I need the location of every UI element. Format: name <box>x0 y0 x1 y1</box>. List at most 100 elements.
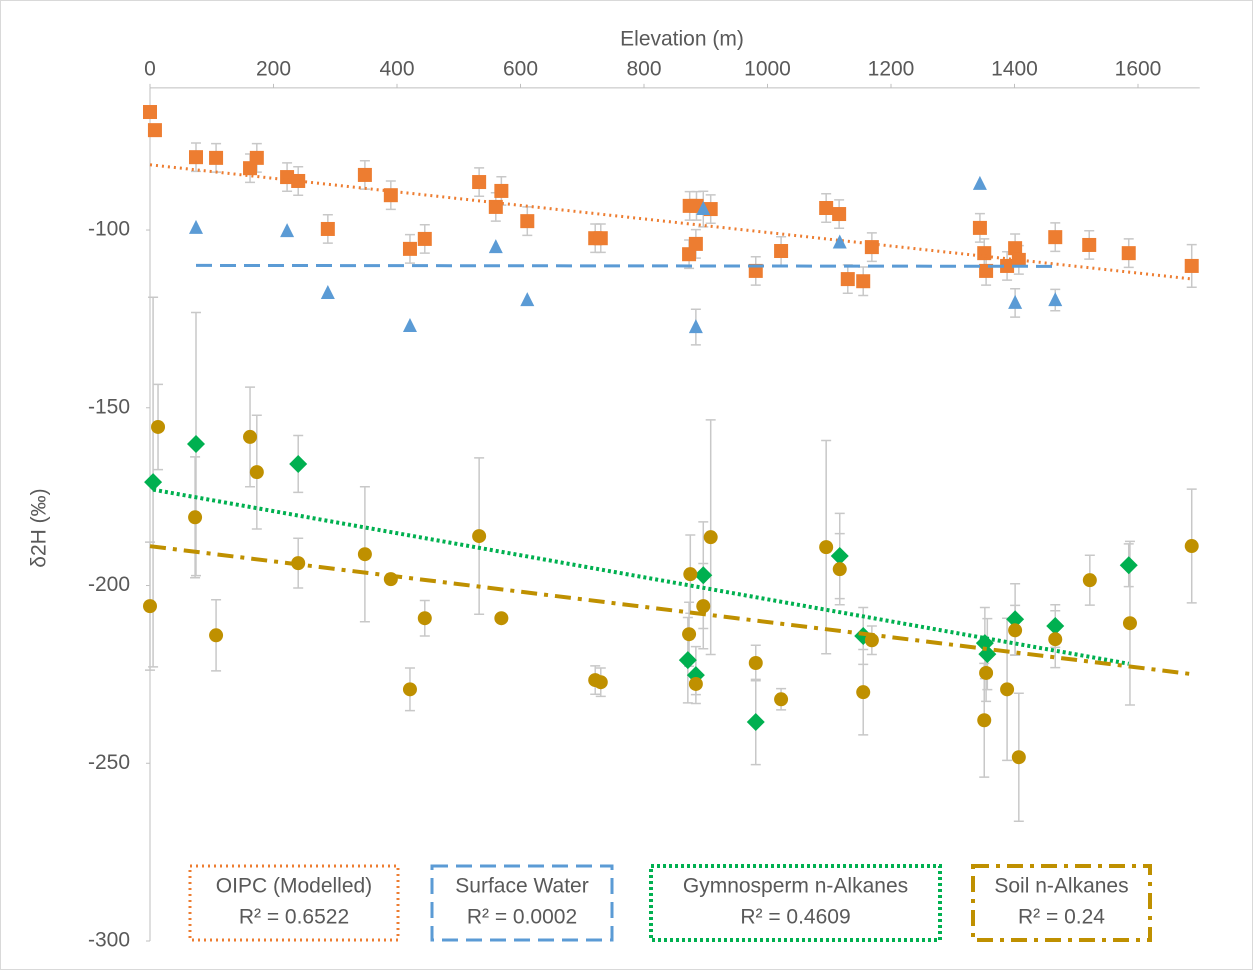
marker <box>819 200 834 215</box>
legend-r2: R² = 0.4609 <box>740 906 850 929</box>
marker <box>151 419 166 434</box>
marker <box>746 713 765 732</box>
trendline <box>149 544 1192 677</box>
legend-r2: R² = 0.24 <box>1018 906 1105 929</box>
marker <box>1046 617 1065 636</box>
legend-entry: Gymnosperm n-Alkanes R² = 0.4609 <box>649 864 942 942</box>
x-tick-label: 400 <box>379 58 414 81</box>
marker <box>417 231 432 246</box>
marker <box>187 435 206 454</box>
legend-label: Soil n-Alkanes <box>994 875 1128 898</box>
marker <box>417 611 432 626</box>
y-tick-label: -200 <box>88 573 130 596</box>
legend-entry: Surface Water R² = 0.0002 <box>430 864 614 942</box>
y-tick-label: -300 <box>88 929 130 952</box>
marker <box>289 454 308 473</box>
marker <box>1006 610 1025 629</box>
x-tick-label: 1600 <box>1115 58 1162 81</box>
marker <box>383 188 398 203</box>
marker <box>472 175 487 190</box>
marker <box>856 274 871 289</box>
marker <box>696 599 711 614</box>
marker <box>1082 237 1097 252</box>
legend-r2: R² = 0.0002 <box>467 906 577 929</box>
marker <box>357 167 372 182</box>
marker <box>977 713 992 728</box>
legend-label: Surface Water <box>455 875 588 898</box>
trendline <box>149 163 1192 281</box>
marker <box>189 150 204 165</box>
marker <box>189 219 204 234</box>
marker <box>696 201 711 216</box>
y-tick-label: -250 <box>88 751 130 774</box>
marker <box>832 562 847 577</box>
marker <box>209 150 224 165</box>
marker <box>1000 682 1015 697</box>
marker <box>748 656 763 671</box>
marker <box>1122 616 1137 631</box>
x-tick-label: 1000 <box>744 58 791 81</box>
marker <box>520 292 535 307</box>
marker <box>856 685 871 700</box>
marker <box>972 220 987 235</box>
marker <box>1119 556 1138 575</box>
y-axis-title: δ2H (‰) <box>28 488 51 567</box>
marker <box>249 150 264 165</box>
marker <box>280 223 295 238</box>
marker <box>147 123 162 138</box>
marker <box>1000 258 1015 273</box>
marker <box>979 665 994 680</box>
marker <box>688 319 703 334</box>
marker <box>1008 294 1023 309</box>
legend-label: Gymnosperm n-Alkanes <box>683 875 908 898</box>
marker <box>402 318 417 333</box>
marker <box>593 231 608 246</box>
y-tick-label: -150 <box>88 395 130 418</box>
legend-r2: R² = 0.6522 <box>239 906 349 929</box>
marker <box>688 676 703 691</box>
marker <box>1082 573 1097 588</box>
marker <box>593 675 608 690</box>
marker <box>494 611 509 626</box>
marker <box>520 214 535 229</box>
marker <box>243 429 258 444</box>
marker <box>694 566 713 585</box>
marker <box>819 540 834 555</box>
x-tick-label: 600 <box>503 58 538 81</box>
marker <box>1048 292 1063 307</box>
legend-entry: Soil n-Alkanes R² = 0.24 <box>971 864 1152 942</box>
marker <box>678 651 697 670</box>
marker <box>320 221 335 236</box>
marker <box>143 599 157 614</box>
marker <box>832 207 847 222</box>
marker <box>494 183 509 198</box>
marker <box>209 628 224 643</box>
marker <box>1011 750 1026 765</box>
marker <box>144 473 163 492</box>
x-axis-title: Elevation (m) <box>620 28 744 51</box>
legend-entry: OIPC (Modelled) R² = 0.6522 <box>188 864 400 942</box>
x-tick-label: 1200 <box>868 58 915 81</box>
y-tick-label: -100 <box>88 218 130 241</box>
marker <box>683 567 698 582</box>
x-tick-label: 0 <box>144 58 156 81</box>
marker <box>1008 623 1023 638</box>
marker <box>143 105 157 120</box>
legend-box <box>649 864 942 942</box>
legend-box <box>188 864 400 942</box>
marker <box>188 510 203 525</box>
marker <box>977 246 992 261</box>
marker <box>703 530 718 545</box>
marker <box>864 240 879 255</box>
marker <box>830 547 849 566</box>
marker <box>1121 246 1136 261</box>
marker <box>774 692 789 707</box>
marker <box>774 244 789 259</box>
x-tick-label: 800 <box>626 58 661 81</box>
marker <box>864 633 879 648</box>
marker <box>840 272 855 287</box>
marker <box>1048 632 1063 647</box>
marker <box>280 170 295 185</box>
marker <box>832 234 847 249</box>
